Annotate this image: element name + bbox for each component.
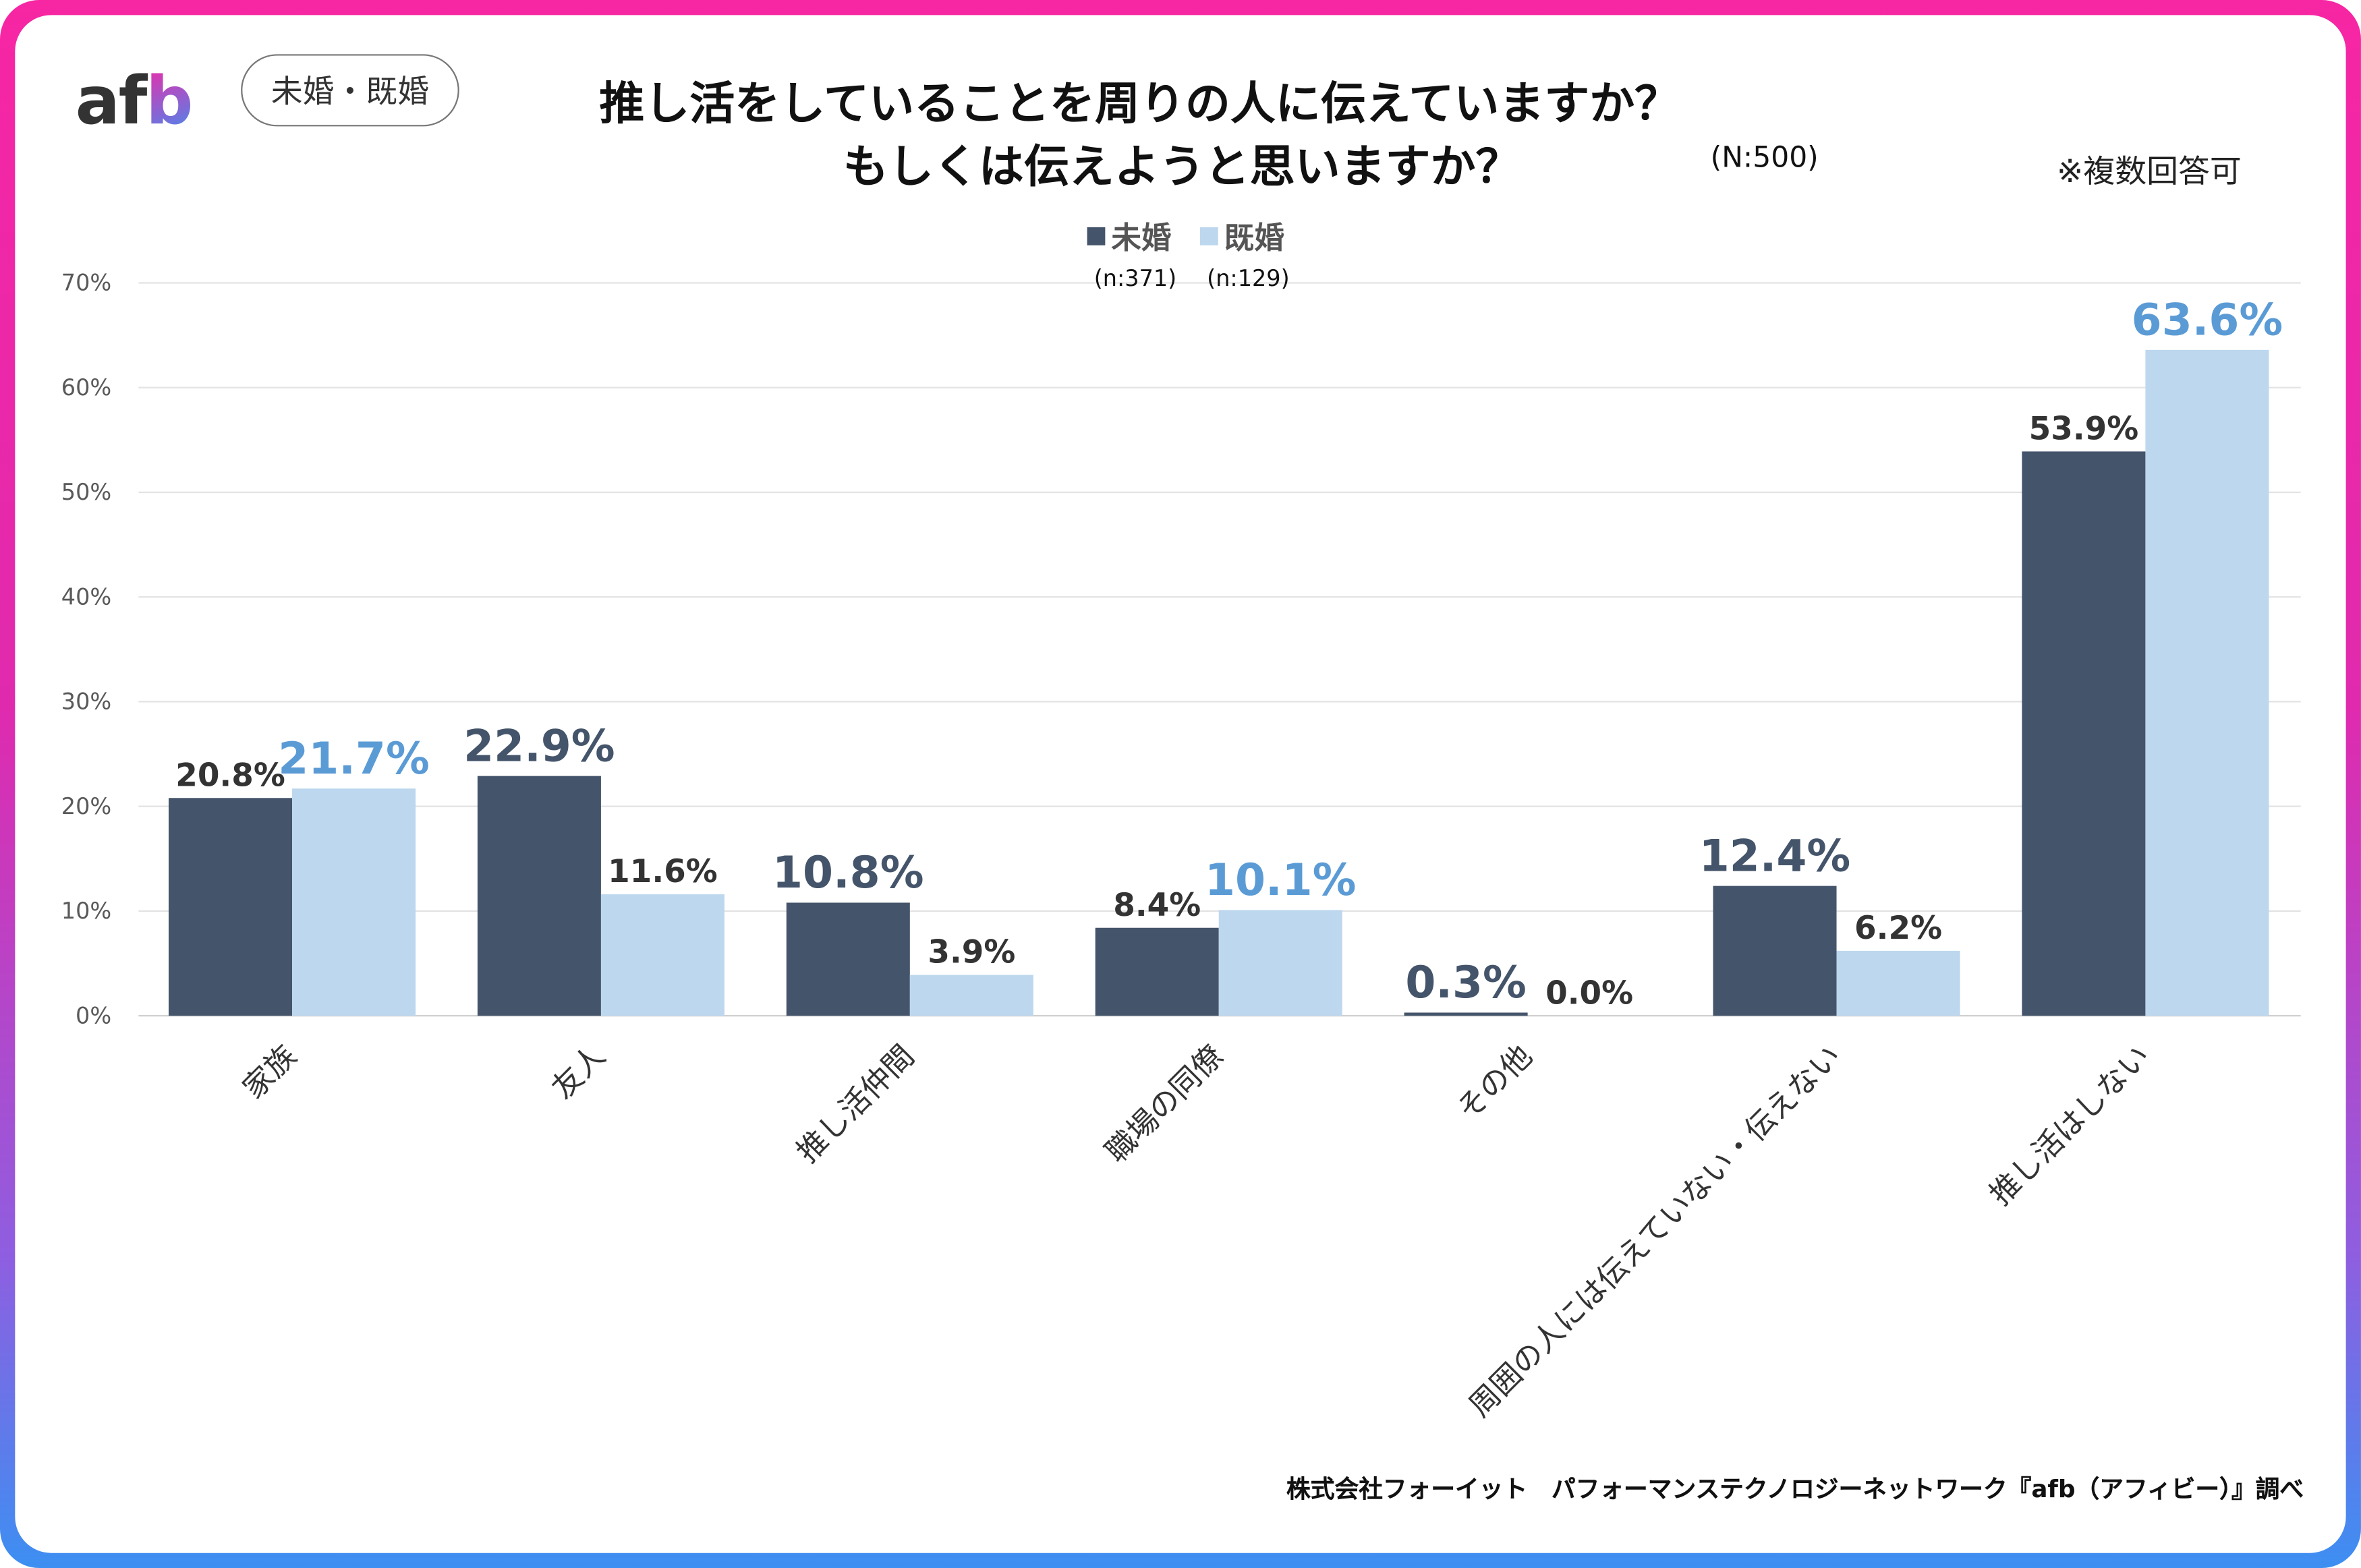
afb-logo: afb [75, 63, 194, 140]
bar-married [1218, 910, 1342, 1016]
y-tick-label: 10% [61, 898, 111, 924]
data-label: 0.3% [1405, 958, 1526, 1008]
x-category-label: 職場の同僚 [1099, 1039, 1230, 1170]
x-category-label: 友人 [545, 1039, 613, 1106]
legend-swatch-unmarried [1087, 227, 1106, 245]
x-category-label: 周囲の人には伝えていない・伝えない [1462, 1039, 1848, 1424]
segment-badge: 未婚・既婚 [241, 54, 459, 127]
bar-married [2145, 349, 2269, 1016]
x-category-label: 推し活はしない [1983, 1039, 2157, 1213]
x-category-label: 推し活仲間 [790, 1039, 921, 1170]
legend-label: 未婚 [1111, 221, 1172, 256]
data-label: 0.0% [1545, 975, 1633, 1012]
bar-unmarried [2022, 451, 2146, 1016]
bar-unmarried [1095, 927, 1219, 1016]
source-footer: 株式会社フォーイット パフォーマンステクノロジーネットワーク『afb（アフィビー… [1286, 1474, 2304, 1504]
y-tick-label: 40% [61, 583, 111, 610]
data-label: 22.9% [463, 721, 615, 772]
x-category-label: 家族 [236, 1039, 304, 1106]
data-label: 8.4% [1113, 888, 1201, 924]
bar-unmarried [1713, 885, 1837, 1016]
bar-married [909, 975, 1033, 1016]
bar-unmarried [477, 776, 601, 1016]
chart-card [15, 15, 2346, 1553]
legend-swatch-married [1199, 227, 1218, 245]
chart-title-line1: 推し活をしていることを周りの人に伝えていますか？ [599, 78, 1680, 132]
y-tick-label: 30% [61, 689, 111, 715]
bar-married [292, 788, 416, 1016]
data-label: 6.2% [1854, 910, 1942, 947]
data-label: 3.9% [928, 935, 1015, 971]
legend-sample-size: (n:371) [1094, 265, 1177, 291]
data-label: 10.8% [772, 848, 924, 898]
data-label: 10.1% [1205, 855, 1357, 906]
y-tick-label: 70% [61, 270, 111, 296]
y-tick-label: 0% [76, 1002, 111, 1028]
multiple-answer-note: ※複数回答可 [2057, 153, 2242, 190]
data-label: 53.9% [2029, 411, 2139, 448]
data-label: 20.8% [175, 757, 285, 794]
bar-unmarried [168, 798, 293, 1016]
legend-sample-size: (n:129) [1207, 265, 1290, 291]
data-label: 21.7% [278, 734, 430, 784]
legend-label: 既婚 [1224, 221, 1285, 256]
sample-size: (N:500) [1710, 141, 1819, 175]
bar-married [600, 894, 724, 1016]
y-tick-label: 60% [61, 374, 111, 401]
y-tick-label: 50% [61, 479, 111, 505]
y-tick-label: 20% [61, 793, 111, 819]
chart-title-line2: もしくは伝えようと思いますか？ [843, 141, 1521, 194]
bar-married [1836, 950, 1960, 1016]
data-label: 63.6% [2132, 295, 2283, 346]
bar-unmarried [1404, 1012, 1528, 1016]
data-label: 12.4% [1699, 831, 1851, 881]
bar-unmarried [786, 902, 910, 1016]
x-category-label: その他 [1450, 1039, 1539, 1127]
data-label: 11.6% [608, 854, 718, 890]
